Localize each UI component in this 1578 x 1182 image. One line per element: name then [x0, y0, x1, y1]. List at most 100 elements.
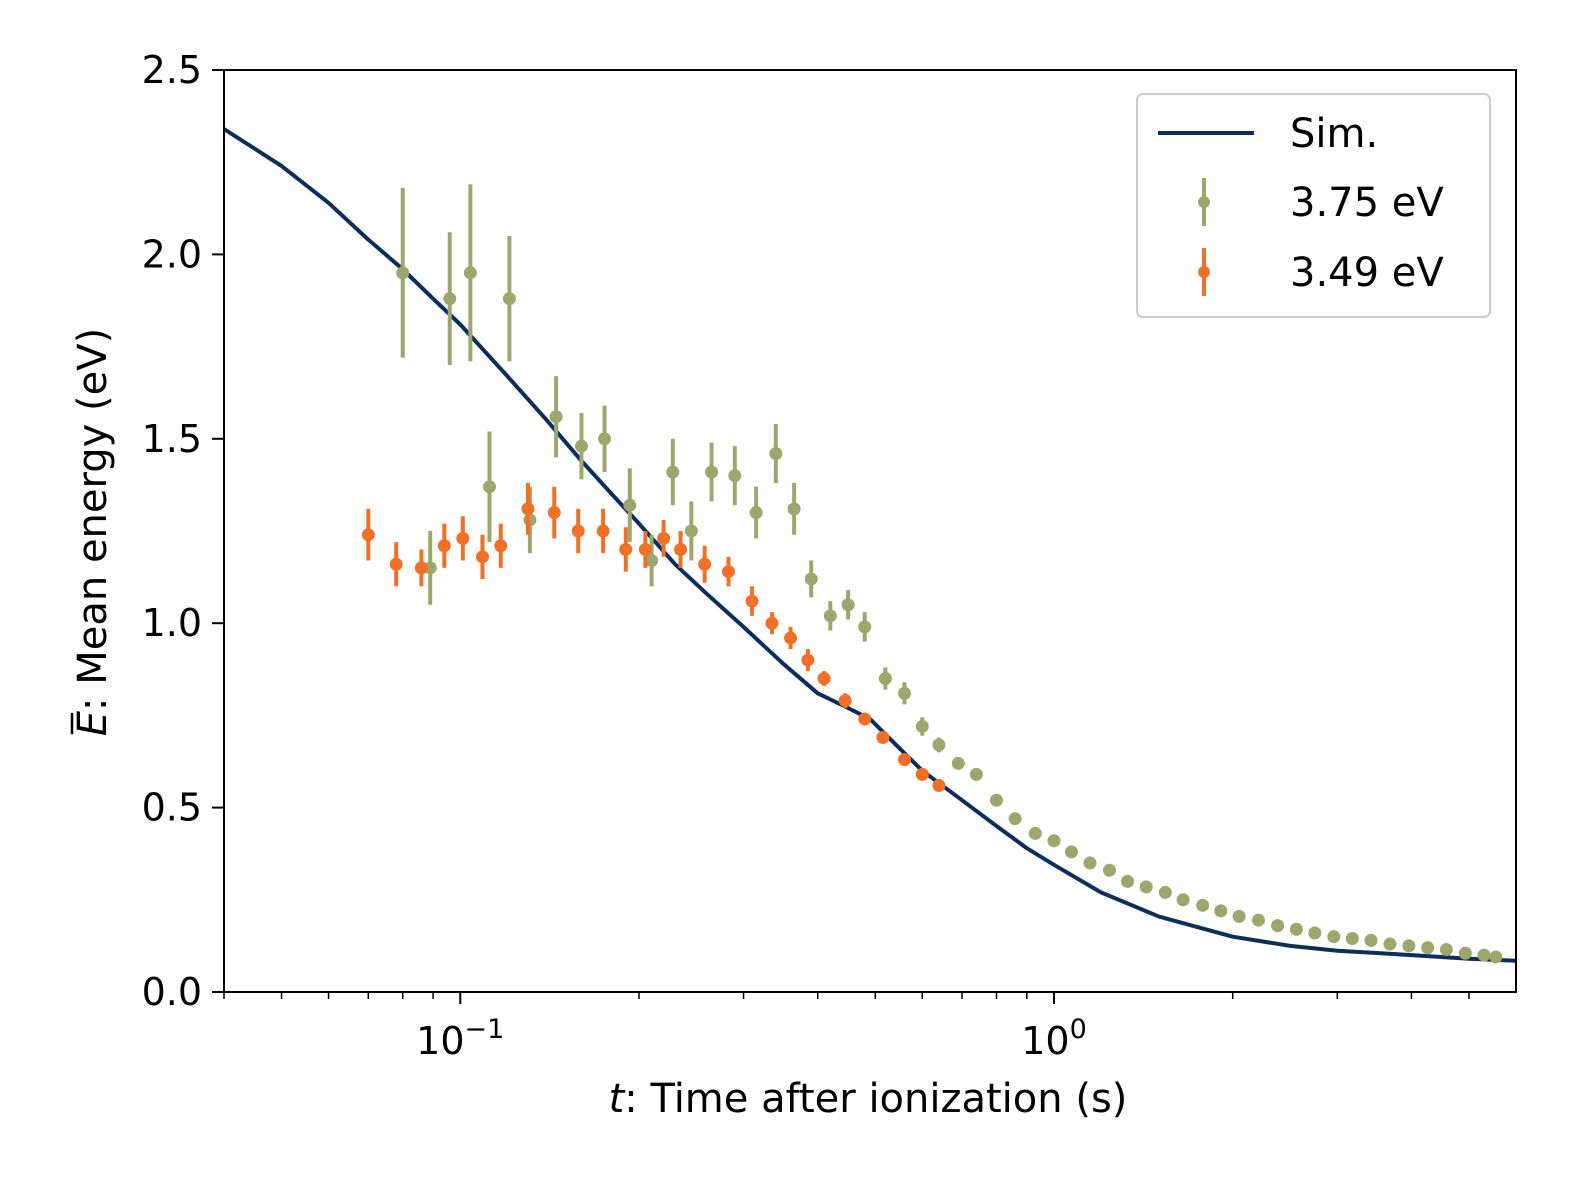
point-3-75-ev-54	[1458, 946, 1472, 960]
point-3-75-ev-14	[705, 465, 719, 479]
point-3-75-ev-32	[1047, 834, 1061, 848]
point-3-75-ev-23	[878, 672, 892, 686]
point-3-75-ev-56	[1489, 950, 1503, 964]
point-3-49-ev-2	[414, 561, 428, 575]
point-3-75-ev-10	[623, 498, 637, 512]
y-tick-label-3: 1.5	[142, 417, 202, 461]
point-3-49-ev-4	[456, 531, 470, 545]
point-3-75-ev-13	[684, 524, 698, 538]
point-3-75-ev-7	[549, 410, 563, 424]
point-3-75-ev-28	[969, 767, 983, 781]
legend: Sim. 3.75 eV 3.49 eV	[1136, 93, 1491, 318]
point-3-75-ev-21	[841, 598, 855, 612]
point-3-75-ev-11	[645, 554, 659, 568]
y-tick-label-2: 1.0	[142, 601, 202, 645]
point-3-75-ev-0	[396, 266, 410, 280]
point-3-49-ev-26	[915, 767, 929, 781]
point-3-75-ev-16	[749, 506, 763, 520]
point-3-75-ev-27	[951, 756, 965, 770]
x-tick-base-0: 10	[416, 1019, 464, 1063]
x-tick-label-1: 100	[1021, 1014, 1087, 1063]
x-tick-exponent-0: −1	[465, 1014, 505, 1045]
point-3-49-ev-9	[571, 524, 585, 538]
point-3-75-ev-31	[1028, 826, 1042, 840]
point-3-75-ev-9	[598, 432, 612, 446]
point-3-49-ev-10	[596, 524, 610, 538]
point-3-49-ev-27	[932, 778, 946, 792]
point-3-75-ev-45	[1289, 922, 1303, 936]
point-3-75-ev-46	[1308, 926, 1322, 940]
point-3-75-ev-22	[858, 620, 872, 634]
y-axis-title: E: Mean energy (eV)	[70, 328, 116, 736]
point-3-75-ev-19	[804, 572, 818, 586]
point-3-75-ev-20	[823, 609, 837, 623]
point-3-49-ev-15	[698, 557, 712, 571]
point-3-75-ev-35	[1102, 863, 1116, 877]
point-3-75-ev-4	[482, 480, 496, 494]
point-3-49-ev-17	[745, 594, 759, 608]
point-3-49-ev-8	[547, 506, 561, 520]
point-3-75-ev-41	[1214, 904, 1228, 918]
point-3-75-ev-53	[1439, 943, 1453, 957]
point-3-75-ev-39	[1176, 893, 1190, 907]
point-3-75-ev-48	[1345, 932, 1359, 946]
point-3-75-ev-52	[1421, 941, 1435, 955]
point-3-75-ev-37	[1139, 880, 1153, 894]
point-3-75-ev-17	[769, 447, 783, 461]
x-axis-title: t: Time after ionization (s)	[609, 1076, 1128, 1122]
legend-label-sim: Sim.	[1290, 111, 1378, 157]
plot-content	[224, 127, 1516, 964]
point-3-49-ev-3	[437, 539, 451, 553]
legend-marker-349	[1198, 266, 1210, 278]
point-3-49-ev-7	[521, 502, 535, 516]
point-3-75-ev-29	[989, 793, 1003, 807]
y-tick-label-1: 0.5	[142, 786, 202, 830]
axis-ticks: 0.00.51.01.52.02.510−1 100	[142, 48, 1470, 1063]
point-3-75-ev-24	[897, 686, 911, 700]
y-axis-label-text: : Mean energy (eV)	[70, 328, 116, 711]
point-3-49-ev-19	[784, 631, 798, 645]
point-3-75-ev-44	[1271, 919, 1285, 933]
point-3-75-ev-5	[502, 292, 516, 306]
point-3-75-ev-36	[1121, 874, 1135, 888]
point-3-75-ev-25	[915, 719, 929, 733]
point-3-49-ev-22	[838, 694, 852, 708]
y-tick-label-5: 2.5	[142, 48, 202, 92]
point-3-75-ev-50	[1383, 937, 1397, 951]
point-3-75-ev-51	[1402, 939, 1416, 953]
point-3-75-ev-8	[574, 439, 588, 453]
x-axis-label-text: : Time after ionization (s)	[624, 1076, 1127, 1122]
x-tick-base-1: 10	[1021, 1019, 1069, 1063]
series-line-sim	[224, 127, 1516, 963]
point-3-75-ev-33	[1064, 845, 1078, 859]
point-3-75-ev-2	[443, 292, 457, 306]
point-3-75-ev-40	[1196, 898, 1210, 912]
point-3-49-ev-11	[619, 542, 633, 556]
point-3-75-ev-42	[1232, 909, 1246, 923]
point-3-49-ev-25	[897, 753, 911, 767]
point-3-49-ev-5	[475, 550, 489, 564]
x-tick-label-0: 10−1	[416, 1014, 504, 1063]
point-3-49-ev-1	[389, 557, 403, 571]
point-3-75-ev-15	[728, 469, 742, 483]
point-3-75-ev-38	[1158, 885, 1172, 899]
legend-marker-375	[1198, 196, 1210, 208]
point-3-75-ev-26	[932, 738, 946, 752]
legend-label-349: 3.49 eV	[1290, 250, 1444, 296]
point-3-75-ev-12	[666, 465, 680, 479]
point-3-49-ev-13	[657, 531, 671, 545]
legend-label-375: 3.75 eV	[1290, 180, 1444, 226]
x-tick-exponent-1: 0	[1070, 1014, 1087, 1045]
point-3-49-ev-6	[494, 539, 508, 553]
plot-area	[224, 127, 1516, 964]
legend-box	[1136, 93, 1491, 318]
point-3-49-ev-0	[361, 528, 375, 542]
point-3-49-ev-16	[722, 565, 736, 579]
point-3-49-ev-14	[674, 542, 688, 556]
point-3-75-ev-55	[1477, 948, 1491, 962]
point-3-49-ev-20	[801, 653, 815, 667]
point-3-49-ev-23	[858, 712, 872, 726]
y-tick-label-4: 2.0	[142, 232, 202, 276]
y-axis-variable: E	[70, 710, 116, 736]
